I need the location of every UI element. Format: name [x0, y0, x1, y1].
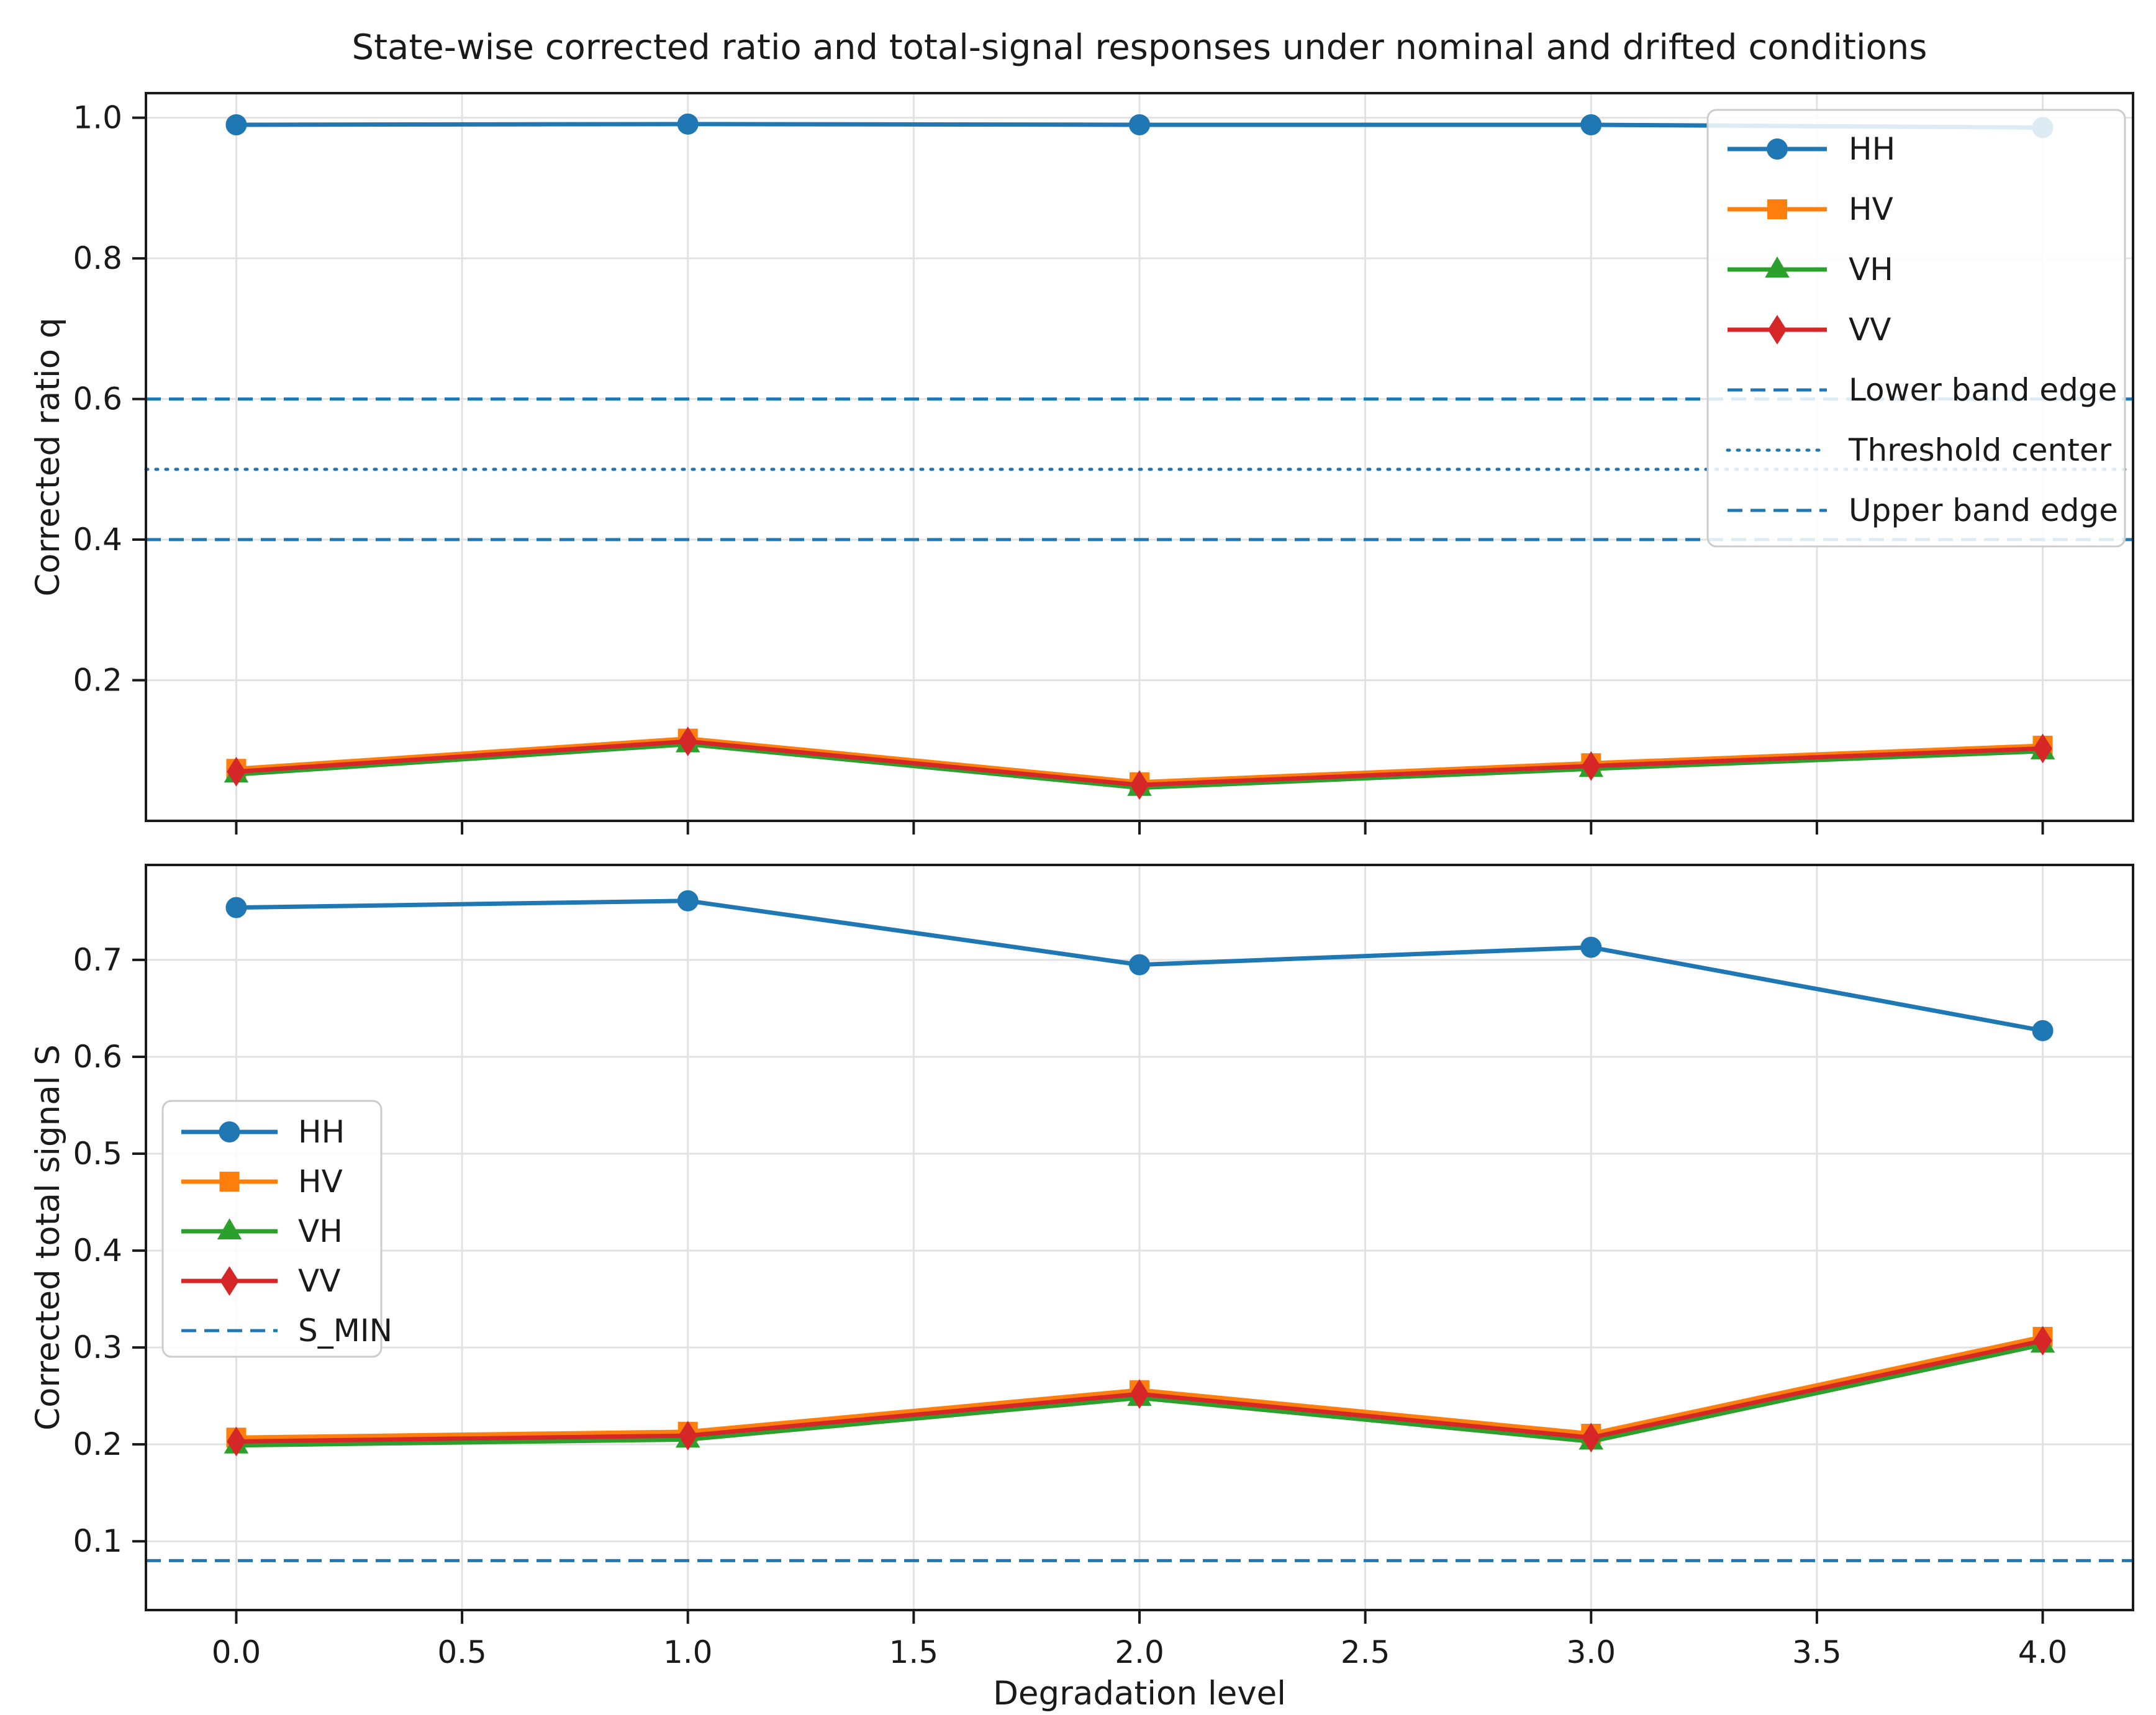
hh-marker [1580, 114, 1602, 135]
y-tick-label: 0.2 [73, 1426, 122, 1462]
hh-marker [225, 114, 247, 135]
legend-label: HV [298, 1164, 343, 1200]
vv-marker [1582, 1423, 1601, 1453]
legend-label: Lower band edge [1849, 372, 2117, 408]
vv-marker [1130, 770, 1149, 800]
y-axis-label-bottom: Corrected total signal S [29, 1044, 67, 1431]
vv-marker [227, 1426, 246, 1457]
y-axis-label-top: Corrected ratio q [29, 317, 67, 596]
legend-item-upper-band-edge: Upper band edge [1728, 492, 2118, 528]
legend-label: HH [1849, 131, 1895, 167]
legend-item-threshold-center: Threshold center [1726, 432, 2112, 468]
x-tick-label: 3.0 [1567, 1634, 1616, 1670]
vv-marker [678, 726, 697, 756]
legend-item-vh: VH [181, 1213, 343, 1249]
hh-marker [225, 897, 247, 918]
vv-marker [2033, 733, 2052, 764]
legend-item-hv: HV [181, 1164, 343, 1200]
legend-label: VH [1849, 251, 1893, 287]
legend-marker-vv [1767, 315, 1787, 345]
legend-item-s-min: S_MIN [181, 1313, 392, 1349]
bottom-plot: 0.1 0.2 0.3 0.4 0.5 0.6 0.7 0.0 0.5 1.0 1.5 2.0 2.5 3… [29, 864, 2134, 1670]
vv-marker [227, 756, 246, 787]
top-plot: 0.2 0.4 0.6 0.8 1.0 Corrected ratio q HH HV VH VV… [29, 92, 2135, 835]
y-tick-label: 0.5 [73, 1136, 122, 1172]
legend-box [161, 1100, 383, 1358]
legend-item-lower-band-edge: Lower band edge [1728, 372, 2117, 408]
hh-marker [677, 113, 699, 135]
y-tick-label: 0.6 [73, 381, 122, 417]
legend-box [1706, 109, 2126, 548]
y-tick-label: 0.3 [73, 1329, 122, 1365]
x-tick-label: 0.0 [212, 1634, 261, 1670]
legend-bottom: HH HV VH VV S_MIN [161, 1100, 392, 1358]
series-markers-vv [227, 1326, 2052, 1457]
y-tick-label: 0.1 [73, 1523, 122, 1559]
legend-label: VH [298, 1213, 343, 1249]
hh-marker [1129, 114, 1150, 135]
x-tick-label: 4.0 [2018, 1634, 2068, 1670]
y-tick-label: 0.2 [73, 663, 122, 699]
legend-marker-hh [1767, 138, 1788, 160]
y-tick-label: 0.4 [73, 1233, 122, 1269]
hh-marker [2032, 1020, 2054, 1041]
y-tick-label: 0.4 [73, 522, 122, 558]
legend-item-vv: VV [181, 1263, 340, 1299]
grid [146, 865, 2133, 1610]
legend-label: VV [298, 1263, 340, 1299]
legend-label: Upper band edge [1849, 492, 2118, 528]
x-tick-label: 2.5 [1341, 1634, 1390, 1670]
legend-top: HH HV VH VV Lower band edge Threshold center U… [1706, 109, 2126, 548]
x-tick-label: 0.5 [437, 1634, 487, 1670]
legend-item-vv: VV [1728, 312, 1891, 348]
legend-item-hv: HV [1728, 191, 1893, 227]
x-tick-label: 2.0 [1115, 1634, 1164, 1670]
legend-marker-hv [219, 1172, 240, 1192]
vv-marker [1130, 1379, 1149, 1409]
y-tick-label: 0.8 [73, 240, 122, 276]
y-tick-label: 0.6 [73, 1039, 122, 1075]
legend-label: HV [1849, 191, 1893, 227]
series-markers-hh [225, 890, 2054, 1041]
plot-title: State-wise corrected ratio and total-sig… [352, 27, 1927, 68]
hh-marker [1580, 936, 1602, 958]
legend-item-hh: HH [1728, 131, 1895, 167]
vv-marker [678, 1421, 697, 1450]
series-markers-vv [227, 726, 2052, 800]
hh-marker [1129, 954, 1150, 975]
legend-marker-hv [1767, 199, 1787, 219]
vv-marker [1582, 751, 1601, 781]
legend-marker-hh [219, 1121, 240, 1143]
legend-item-hh: HH [181, 1114, 345, 1150]
legend-label: Threshold center [1848, 432, 2112, 468]
x-axis-label: Degradation level [993, 1675, 1286, 1713]
hh-marker [677, 890, 699, 912]
y-tick-label: 0.7 [73, 942, 122, 978]
legend-marker-vv [220, 1266, 239, 1296]
legend-label: S_MIN [298, 1313, 392, 1349]
vv-marker [2033, 1326, 2052, 1356]
legend-item-vh: VH [1728, 251, 1893, 287]
y-tick-label: 1.0 [73, 100, 122, 136]
x-tick-label: 1.5 [889, 1634, 939, 1670]
x-tick-label: 1.0 [663, 1634, 713, 1670]
x-tick-label: 3.5 [1792, 1634, 1842, 1670]
legend-marker-vh [1765, 256, 1790, 278]
legend-label: VV [1849, 312, 1891, 348]
legend-label: HH [298, 1114, 345, 1150]
legend-marker-vh [217, 1218, 242, 1239]
